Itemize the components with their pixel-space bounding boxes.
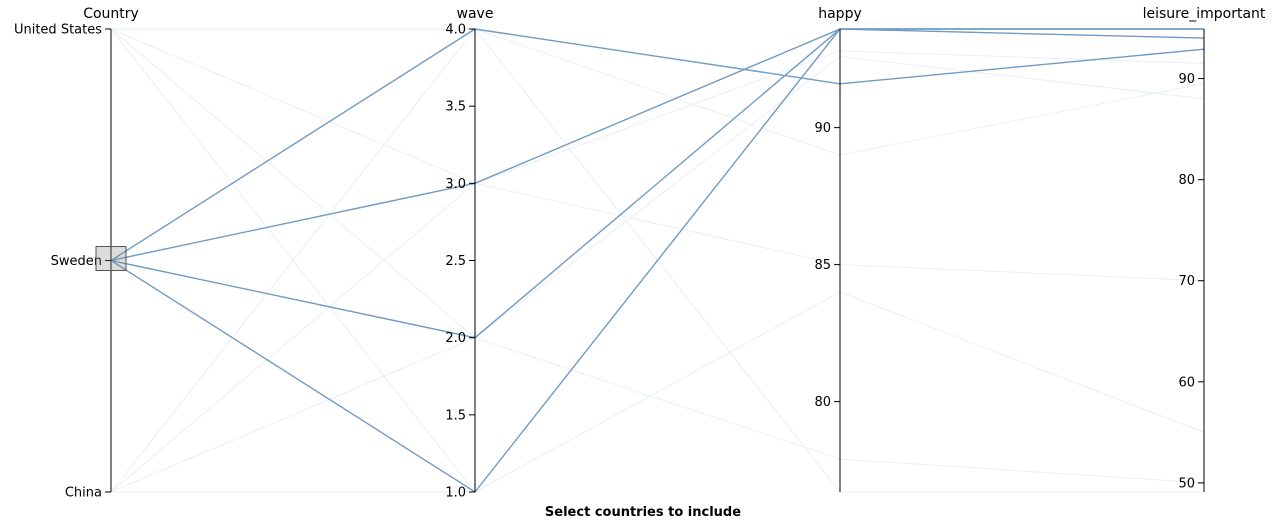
tick-label: 70 — [1178, 274, 1195, 289]
line-faded — [110, 337, 1205, 493]
line-faded — [111, 28, 1205, 156]
line-selected — [110, 28, 1205, 262]
tick-label: 2.5 — [445, 254, 466, 269]
tick-label: 1.5 — [445, 408, 466, 423]
brush-layer[interactable] — [95, 246, 127, 271]
line-selected — [110, 28, 1204, 339]
tick-label: 80 — [814, 395, 831, 410]
axis-title[interactable]: Country — [83, 6, 139, 22]
brush-selection[interactable] — [95, 246, 127, 271]
axis-wave: wave 1.0 1.5 2.0 2.5 3.0 3.5 4.0 — [445, 6, 493, 501]
axis-happy: happy 80 85 90 — [814, 6, 862, 492]
tick-label: 2.0 — [445, 331, 466, 346]
tick-label: 90 — [814, 121, 831, 136]
axis-title[interactable]: leisure_important — [1143, 6, 1266, 22]
tick-label: 60 — [1178, 375, 1195, 390]
line-faded — [110, 28, 1205, 339]
line-faded — [111, 291, 1205, 493]
tick-label: 80 — [1178, 173, 1195, 188]
line-selected — [110, 28, 1205, 262]
tick-label: United States — [14, 23, 102, 38]
tick-label: 85 — [814, 258, 831, 273]
tick-label: China — [65, 486, 102, 501]
axis-title[interactable]: wave — [457, 6, 494, 22]
axis-leisure_important: leisure_important 50 60 70 80 90 — [1143, 6, 1266, 492]
tick-label: 3.5 — [445, 100, 466, 115]
tick-label: 1.0 — [445, 486, 466, 501]
tick-label: 4.0 — [445, 23, 466, 38]
tick-label: 3.0 — [445, 177, 466, 192]
data-lines — [110, 28, 1205, 493]
axis-title[interactable]: happy — [818, 6, 862, 22]
line-faded — [110, 28, 1205, 282]
line-faded — [110, 50, 1205, 493]
tick-label: 50 — [1178, 476, 1195, 491]
tick-label: 90 — [1178, 72, 1195, 87]
filter-caption: Select countries to include — [544, 505, 742, 520]
tick-label: Sweden — [51, 254, 102, 269]
